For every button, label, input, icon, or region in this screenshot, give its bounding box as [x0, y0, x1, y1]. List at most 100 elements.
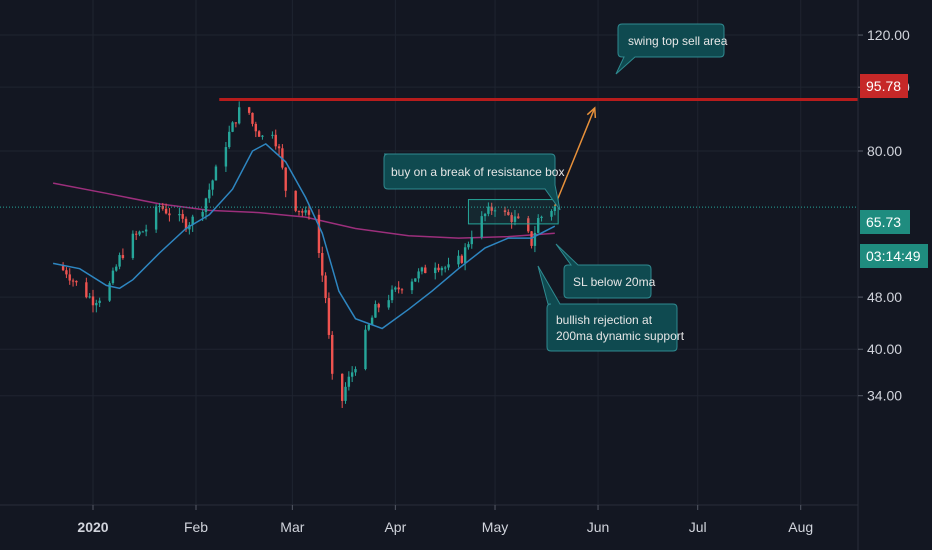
- candle-body: [503, 210, 507, 213]
- candle-body: [181, 214, 184, 219]
- candle-body: [463, 247, 467, 263]
- callout-buy-break-text: buy on a break of resistance box: [391, 165, 564, 179]
- candle-body: [400, 289, 404, 291]
- candle-body: [364, 329, 367, 370]
- candle-body: [443, 267, 447, 269]
- candle-body: [307, 210, 311, 215]
- callout-bullish-rejection[interactable]: bullish rejection at 200ma dynamic suppo…: [537, 265, 685, 352]
- candle-body: [75, 280, 78, 283]
- candle-body: [344, 386, 347, 401]
- candle-body: [340, 373, 344, 401]
- candle-body: [513, 216, 517, 222]
- candle-body: [98, 300, 101, 303]
- candle-body: [158, 206, 161, 208]
- candle-body: [387, 300, 390, 308]
- candle-body: [414, 278, 417, 282]
- candle-body: [164, 208, 168, 214]
- candle-body: [88, 296, 91, 298]
- candle-body: [208, 189, 211, 199]
- candle-body: [277, 146, 281, 149]
- candle-body: [141, 231, 145, 233]
- time-tick-label: 2020: [77, 519, 108, 535]
- candle-body: [354, 369, 357, 373]
- candle-body: [68, 274, 71, 281]
- candle-body: [347, 376, 351, 387]
- candle-body: [317, 214, 321, 254]
- price-tick-label: 48.00: [867, 289, 902, 305]
- candle-body: [367, 324, 370, 330]
- ma20-line: [52, 142, 556, 330]
- ma20-layer: [52, 142, 556, 330]
- candle-body: [377, 304, 380, 308]
- time-axis[interactable]: 2020 Feb Mar Apr May Jun Jul Aug: [0, 504, 858, 535]
- time-tick-label: Aug: [788, 519, 813, 535]
- candle-body: [374, 304, 377, 318]
- candle-body: [527, 218, 530, 232]
- candle-body: [370, 317, 374, 325]
- candle-body: [257, 131, 261, 137]
- candle-body: [487, 206, 490, 214]
- time-tick-label: Mar: [280, 519, 304, 535]
- candle-body: [460, 255, 464, 263]
- time-tick-label: Jun: [587, 519, 610, 535]
- candle-body: [327, 298, 331, 335]
- candle-body: [184, 218, 188, 230]
- candle-body: [540, 216, 543, 219]
- candle-body: [231, 122, 234, 132]
- candle-body: [138, 231, 141, 235]
- candle-body: [331, 334, 334, 374]
- candle-body: [447, 264, 450, 268]
- last-price-text: 65.73: [866, 214, 901, 230]
- candle-body: [420, 267, 424, 272]
- candle-body: [533, 232, 537, 246]
- callout-sl[interactable]: SL below 20ma: [555, 243, 656, 299]
- candle-body: [437, 267, 440, 271]
- candle-body: [537, 218, 540, 233]
- candle-body: [301, 211, 304, 213]
- candle-body: [390, 289, 394, 301]
- candle-body: [85, 282, 88, 298]
- candle-body: [115, 266, 118, 271]
- candle-body: [274, 134, 277, 147]
- callout-bullish-rejection-line1: bullish rejection at: [556, 313, 653, 327]
- last-price-label: 65.73: [860, 210, 910, 234]
- callout-buy-break[interactable]: buy on a break of resistance box: [383, 153, 564, 211]
- candle-body: [470, 237, 473, 245]
- ma200-line: [52, 182, 555, 239]
- candle-body: [321, 253, 324, 276]
- candle-body: [237, 107, 241, 124]
- candle-body: [553, 206, 557, 211]
- candle-body: [61, 266, 65, 271]
- candle-body: [480, 216, 483, 238]
- candle-body: [108, 283, 111, 301]
- candle-body: [297, 210, 301, 212]
- candle-body: [550, 210, 553, 217]
- candle-body: [111, 270, 115, 284]
- drawings-layer[interactable]: [0, 98, 858, 225]
- candle-body: [284, 167, 287, 191]
- candle-body: [350, 372, 354, 377]
- candle-body: [251, 112, 254, 124]
- candle-body: [397, 287, 400, 290]
- resistance-price-label: 95.78: [860, 74, 908, 98]
- candle-body: [294, 190, 297, 211]
- callout-swing-top-text: swing top sell area: [628, 34, 728, 48]
- price-tick-label: 34.00: [867, 388, 902, 404]
- callout-swing-top[interactable]: swing top sell area: [615, 23, 728, 75]
- candle-body: [65, 270, 68, 275]
- candle-body: [517, 216, 520, 219]
- ma200-layer: [52, 182, 555, 239]
- candle-body: [228, 131, 231, 148]
- candle-body: [483, 213, 487, 217]
- candle-body: [424, 267, 427, 274]
- candle-body: [440, 267, 444, 271]
- candle-body: [211, 180, 214, 190]
- candle-body: [134, 233, 138, 235]
- candle-body: [434, 267, 437, 274]
- projection-arrow-head: [586, 106, 597, 118]
- candle-body: [154, 206, 158, 230]
- candles-layer: [61, 101, 557, 408]
- resistance-price-text: 95.78: [866, 78, 901, 94]
